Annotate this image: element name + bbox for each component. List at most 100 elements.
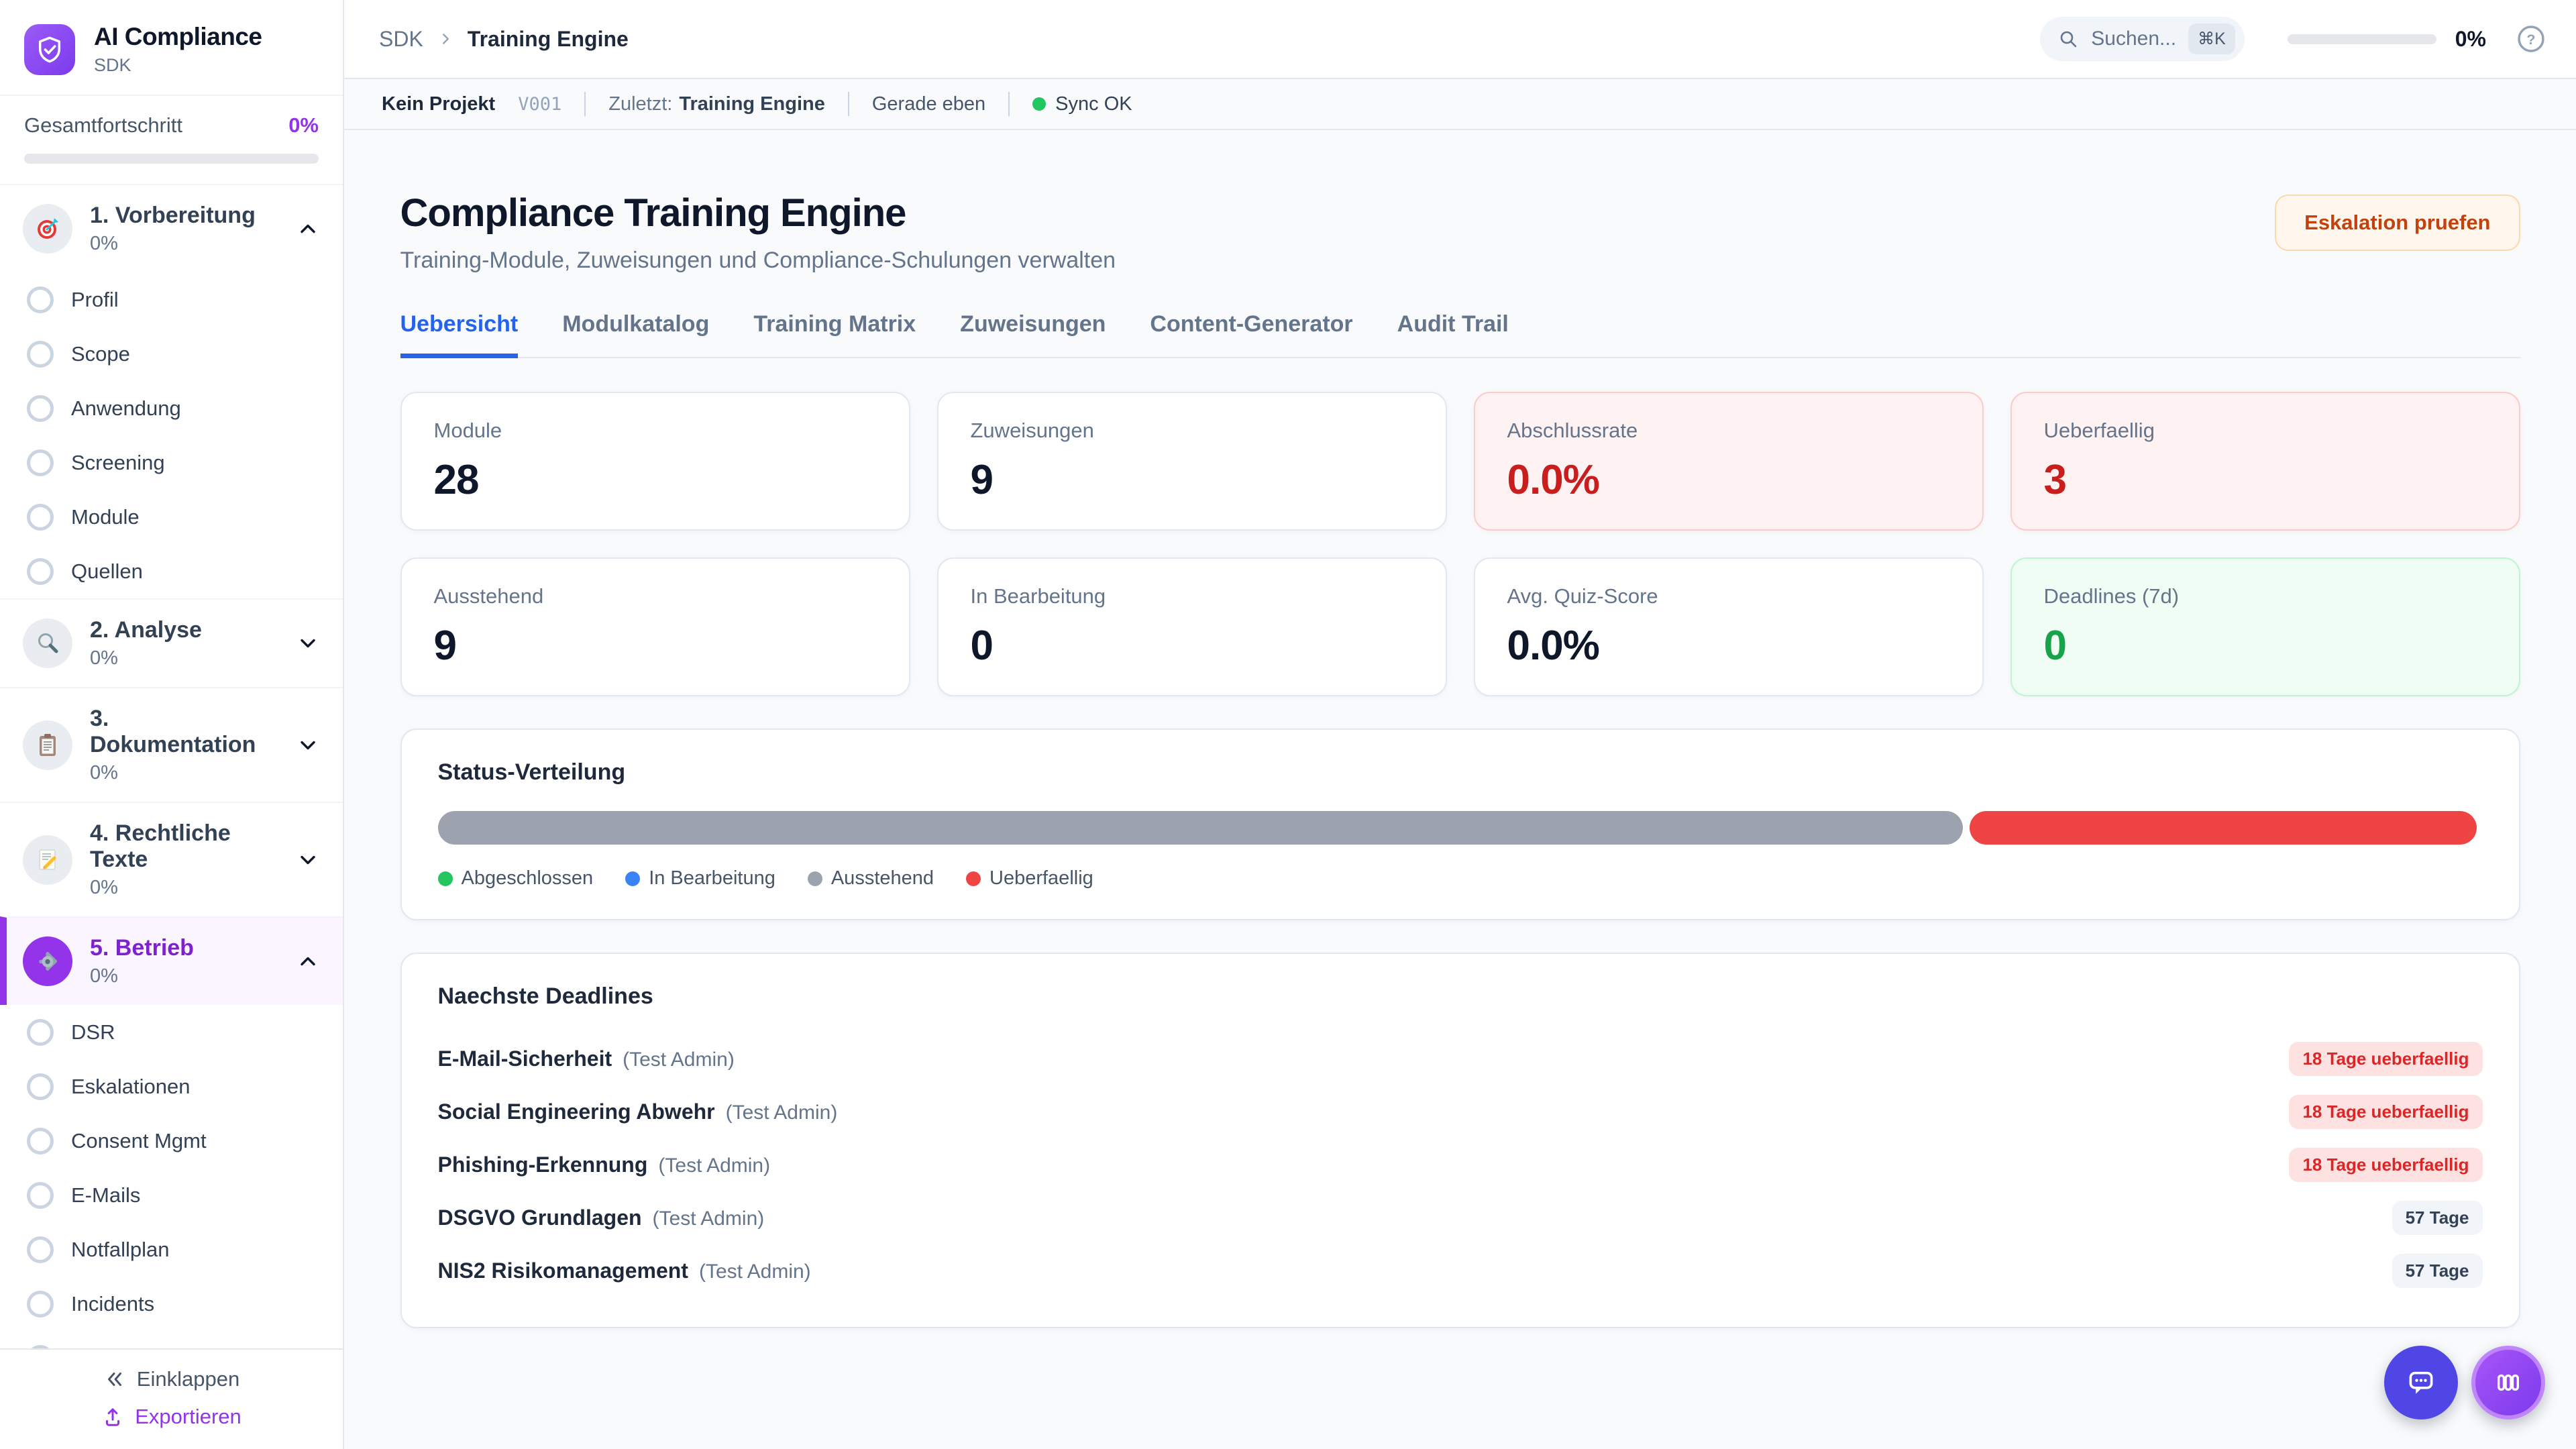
upload-icon — [106, 1408, 120, 1426]
divider — [847, 92, 849, 116]
status-circle-icon — [27, 1018, 54, 1046]
shield-check-icon — [24, 23, 75, 75]
sidebar-nav: 1. Vorbereitung 0% Profil Scope Anwendun… — [0, 185, 343, 1348]
sidebar-logo-block: AI Compliance SDK — [0, 0, 343, 96]
header-progress-bar — [2287, 34, 2436, 44]
sidebar-section-analyse[interactable]: 2. Analyse 0% — [0, 598, 343, 687]
page-header: Compliance Training Engine Training-Modu… — [400, 191, 2520, 274]
sidebar-section-betrieb[interactable]: 5. Betrieb 0% — [0, 916, 343, 1005]
stat-card-deadlines-7d: Deadlines (7d) 0 — [2010, 557, 2520, 696]
section-percent: 0% — [90, 647, 118, 669]
divider — [584, 92, 586, 116]
stat-card-ausstehend: Ausstehend 9 — [400, 557, 910, 696]
magnifier-icon — [23, 619, 72, 668]
status-circle-icon — [27, 394, 54, 422]
stat-card-module: Module 28 — [400, 392, 910, 531]
stat-card-zuweisungen: Zuweisungen 9 — [936, 392, 1447, 531]
overdue-badge: 18 Tage ueberfaellig — [2289, 1148, 2483, 1182]
gear-icon — [23, 936, 72, 986]
divider — [1008, 92, 1010, 116]
sidebar-item-quellen[interactable]: Quellen — [0, 544, 343, 598]
floating-actions — [2384, 1346, 2545, 1419]
breadcrumb-sdk[interactable]: SDK — [379, 26, 423, 51]
status-circle-icon — [27, 340, 54, 368]
next-deadlines-panel: Naechste Deadlines E-Mail-Sicherheit (Te… — [400, 953, 2520, 1328]
statusbar: Kein Projekt V001 Zuletzt: Training Engin… — [344, 79, 2576, 130]
sidebar-item-consent-mgmt[interactable]: Consent Mgmt — [0, 1114, 343, 1168]
section-label: 3. Dokumentation — [90, 706, 256, 757]
gray-dot-icon — [807, 871, 822, 886]
sidebar-item-scope[interactable]: Scope — [0, 327, 343, 381]
section-label: 5. Betrieb — [90, 935, 194, 961]
status-circle-icon — [27, 1290, 54, 1318]
status-circle-icon — [27, 503, 54, 531]
due-badge: 57 Tage — [2392, 1254, 2483, 1288]
sidebar-item-anwendung[interactable]: Anwendung — [0, 381, 343, 435]
status-circle-icon — [27, 557, 54, 585]
sidebar-item-incidents[interactable]: Incidents — [0, 1277, 343, 1331]
overdue-badge: 18 Tage ueberfaellig — [2289, 1042, 2483, 1076]
app-identity: AI Compliance SDK — [94, 23, 262, 76]
collapse-sidebar-button[interactable]: Einklappen — [103, 1367, 239, 1391]
help-button[interactable]: ? — [2516, 23, 2546, 54]
overall-progress-label: Gesamtfortschritt — [24, 113, 182, 137]
status-circle-icon — [27, 1236, 54, 1263]
sidebar-section-vorbereitung[interactable]: 1. Vorbereitung 0% — [0, 185, 343, 272]
legend-in-bearbeitung: In Bearbeitung — [625, 867, 775, 890]
tab-content-generator[interactable]: Content-Generator — [1150, 311, 1353, 337]
overdue-badge: 18 Tage ueberfaellig — [2289, 1095, 2483, 1129]
search-input[interactable]: Suchen... ⌘K — [2040, 17, 2245, 61]
search-placeholder: Suchen... — [2091, 28, 2177, 50]
deadline-row: E-Mail-Sicherheit (Test Admin) 18 Tage u… — [438, 1032, 2483, 1085]
status-distribution-panel: Status-Verteilung Abgeschlossen In Bearb… — [400, 729, 2520, 920]
due-badge: 57 Tage — [2392, 1201, 2483, 1235]
legend-ausstehend: Ausstehend — [807, 867, 934, 890]
sidebar-section-rechtliche-texte[interactable]: 4. Rechtliche Texte 0% — [0, 802, 343, 916]
sidebar-item-profil[interactable]: Profil — [0, 272, 343, 327]
stat-card-in-bearbeitung: In Bearbeitung 0 — [936, 557, 1447, 696]
sidebar-section-dokumentation[interactable]: 3. Dokumentation 0% — [0, 687, 343, 802]
sidebar-item-dsr[interactable]: DSR — [0, 1005, 343, 1059]
sidebar-item-notfallplan[interactable]: Notfallplan — [0, 1222, 343, 1277]
clipboard-icon — [23, 720, 72, 770]
content-scroll[interactable]: Compliance Training Engine Training-Modu… — [344, 130, 2576, 1449]
tab-audit-trail[interactable]: Audit Trail — [1397, 311, 1509, 337]
export-button[interactable]: Exportieren — [101, 1405, 241, 1429]
sync-status: Sync OK — [1032, 93, 1132, 115]
section-label: 1. Vorbereitung — [90, 203, 256, 228]
overall-progress-value: 0% — [288, 113, 319, 137]
stats-grid: Module 28 Zuweisungen 9 Abschlussrate 0.… — [400, 392, 2520, 696]
target-icon — [23, 204, 72, 254]
sidebar-item-eskalationen[interactable]: Eskalationen — [0, 1059, 343, 1114]
deadline-row: DSGVO Grundlagen (Test Admin) 57 Tage — [438, 1191, 2483, 1244]
main-area: SDK Training Engine Suchen... ⌘K 0% — [344, 0, 2576, 1449]
sidebar-footer: Einklappen Exportieren — [0, 1348, 343, 1449]
panels-fab-button[interactable] — [2471, 1346, 2545, 1419]
tab-modulkatalog[interactable]: Modulkatalog — [562, 311, 710, 337]
tab-bar: Uebersicht Modulkatalog Training Matrix … — [400, 311, 2520, 358]
sidebar-item-emails[interactable]: E-Mails — [0, 1168, 343, 1222]
sidebar-item-module[interactable]: Module — [0, 490, 343, 544]
sidebar-item-whistleblower[interactable]: Whistleblower — [0, 1331, 343, 1348]
tab-training-matrix[interactable]: Training Matrix — [753, 311, 916, 337]
stat-card-avg-quiz-score: Avg. Quiz-Score 0.0% — [1473, 557, 1984, 696]
segment-ueberfaellig — [1970, 811, 2477, 845]
version-badge: V001 — [518, 93, 562, 115]
chevron-up-icon — [301, 957, 315, 966]
sidebar-item-screening[interactable]: Screening — [0, 435, 343, 490]
status-circle-icon — [27, 1073, 54, 1100]
chat-fab-button[interactable] — [2384, 1346, 2458, 1419]
legend: Abgeschlossen In Bearbeitung Ausstehend — [437, 867, 2483, 890]
keyboard-shortcut-badge: ⌘K — [2188, 23, 2235, 54]
sync-ok-dot-icon — [1032, 97, 1046, 111]
memo-pencil-icon — [23, 835, 72, 885]
blue-dot-icon — [625, 871, 641, 886]
tab-zuweisungen[interactable]: Zuweisungen — [960, 311, 1106, 337]
chevron-down-icon — [301, 855, 315, 864]
app-title: AI Compliance — [94, 23, 262, 50]
status-distribution-bar — [437, 811, 2483, 845]
status-circle-icon — [27, 1181, 54, 1209]
check-escalation-button[interactable]: Eskalation pruefen — [2275, 195, 2520, 251]
tab-uebersicht[interactable]: Uebersicht — [400, 311, 519, 358]
deadline-list: E-Mail-Sicherheit (Test Admin) 18 Tage u… — [438, 1032, 2483, 1297]
